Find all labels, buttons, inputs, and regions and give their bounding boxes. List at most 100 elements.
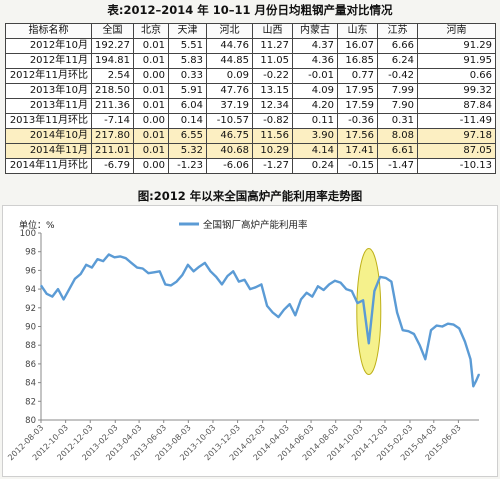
data-point: [221, 283, 223, 286]
data-point: [85, 264, 87, 266]
table-cell: 17.59: [337, 98, 378, 114]
data-point: [447, 323, 449, 325]
table-row: 2012年11月环比 2.54 0.00 0.33 0.09 -0.22 -0.01 0.77…: [5, 68, 496, 84]
data-point: [119, 255, 121, 257]
data-point: [379, 276, 381, 278]
data-point: [362, 299, 364, 301]
table-cell: 0.66: [417, 68, 496, 84]
data-point: [356, 302, 359, 304]
legend-label: 全国钢厂高炉产能利用率: [203, 219, 308, 231]
table-cell: 5.83: [168, 53, 207, 69]
data-point: [204, 262, 206, 264]
table-cell: -1.47: [377, 158, 418, 174]
data-point: [260, 283, 263, 286]
table-cell: 99.32: [417, 83, 496, 99]
data-point: [469, 358, 472, 360]
data-point: [91, 266, 93, 269]
data-point: [424, 358, 426, 360]
table-row: 2014年11月 211.01 0.01 5.32 40.68 10.29 4.14 17.4…: [5, 143, 496, 159]
series-line-utilization: [40, 253, 481, 388]
table-row: 2013年11月 211.36 0.01 6.04 37.19 12.34 4.20 17.5…: [5, 98, 496, 114]
y-tick-label: 98: [25, 248, 36, 258]
data-point: [113, 256, 116, 258]
table-cell: -0.36: [337, 113, 378, 129]
table-cell: 91.29: [417, 38, 496, 54]
y-tick-label: 92: [25, 304, 36, 314]
data-point: [306, 292, 308, 294]
table-cell: -0.42: [377, 68, 418, 84]
data-point: [458, 327, 460, 329]
y-tick-label: 82: [25, 397, 36, 407]
table-cell: 87.05: [417, 143, 496, 159]
data-point: [277, 316, 279, 318]
table-cell: 0.00: [133, 68, 169, 84]
data-point: [283, 309, 285, 311]
data-point: [74, 278, 76, 280]
data-point: [373, 290, 376, 292]
table-cell: -0.82: [252, 113, 293, 129]
table-cell: 2.54: [91, 68, 134, 84]
data-point: [243, 279, 246, 281]
table-cell: 211.01: [91, 143, 134, 159]
y-tick-label: 86: [25, 360, 36, 370]
data-point: [102, 260, 104, 262]
data-point: [472, 385, 474, 387]
table-cell: 217.80: [91, 128, 134, 144]
table-cell: 0.77: [337, 68, 378, 84]
data-point: [317, 285, 319, 287]
table-cell: 17.41: [337, 143, 378, 159]
table-cell: 44.85: [206, 53, 253, 69]
data-point: [79, 273, 82, 275]
data-point: [192, 270, 195, 272]
table-cell: 0.00: [133, 158, 169, 174]
row-label: 2013年11月环比: [5, 113, 92, 129]
table-cell: 87.84: [417, 98, 496, 114]
table-row: 2014年11月环比 -6.79 0.00 -1.23 -6.06 -1.27 0.24 -0…: [5, 158, 496, 174]
steel-output-table: 指标名称全国北京天津河北山西内蒙古山东江苏河南七省市合计 2012年10月192…: [5, 23, 496, 174]
table-cell: 17.56: [337, 128, 378, 144]
table-cell: 0.01: [133, 53, 169, 69]
table-cell: 0.11: [292, 113, 338, 129]
data-point: [159, 270, 161, 272]
data-point: [209, 270, 212, 272]
table-row: 2013年11月环比 -7.14 0.00 0.14 -10.57 -0.82 0.11 -0…: [5, 113, 496, 129]
table-cell: 5.91: [168, 83, 207, 99]
table-cell: 0.01: [133, 128, 169, 144]
row-label: 2014年11月环比: [5, 158, 92, 174]
column-header: 内蒙古: [292, 23, 338, 39]
data-point: [334, 280, 336, 282]
table-cell: 46.75: [206, 128, 253, 144]
table-cell: -1.27: [252, 158, 293, 174]
data-point: [452, 324, 455, 326]
data-point: [368, 342, 370, 344]
table-cell: 194.81: [91, 53, 134, 69]
column-header: 河南: [417, 23, 496, 39]
data-point: [164, 283, 166, 286]
y-tick-label: 84: [25, 379, 36, 389]
table-cell: 47.76: [206, 83, 253, 99]
data-point: [255, 286, 257, 288]
table-cell: 0.09: [206, 68, 253, 84]
table-cell: 8.08: [377, 128, 418, 144]
table-cell: -6.06: [206, 158, 253, 174]
data-point: [96, 258, 99, 260]
data-point: [311, 295, 313, 298]
data-point: [339, 281, 342, 284]
table-cell: 17.95: [337, 83, 378, 99]
data-point: [187, 264, 189, 266]
data-point: [142, 267, 144, 270]
data-point: [272, 311, 274, 314]
table-cell: 40.68: [206, 143, 253, 159]
table-cell: 44.76: [206, 38, 253, 54]
data-point: [40, 284, 42, 286]
table-cell: 211.36: [91, 98, 134, 114]
table-cell: 192.27: [91, 38, 134, 54]
row-label: 2013年10月: [5, 83, 92, 99]
table-cell: 5.32: [168, 143, 207, 159]
table-cell: 0.01: [133, 83, 169, 99]
table-cell: 5.51: [168, 38, 207, 54]
column-header: 天津: [168, 23, 207, 39]
chart-title: 图:2012 年以来全国高炉产能利用率走势图: [137, 189, 363, 203]
data-point: [407, 330, 409, 332]
